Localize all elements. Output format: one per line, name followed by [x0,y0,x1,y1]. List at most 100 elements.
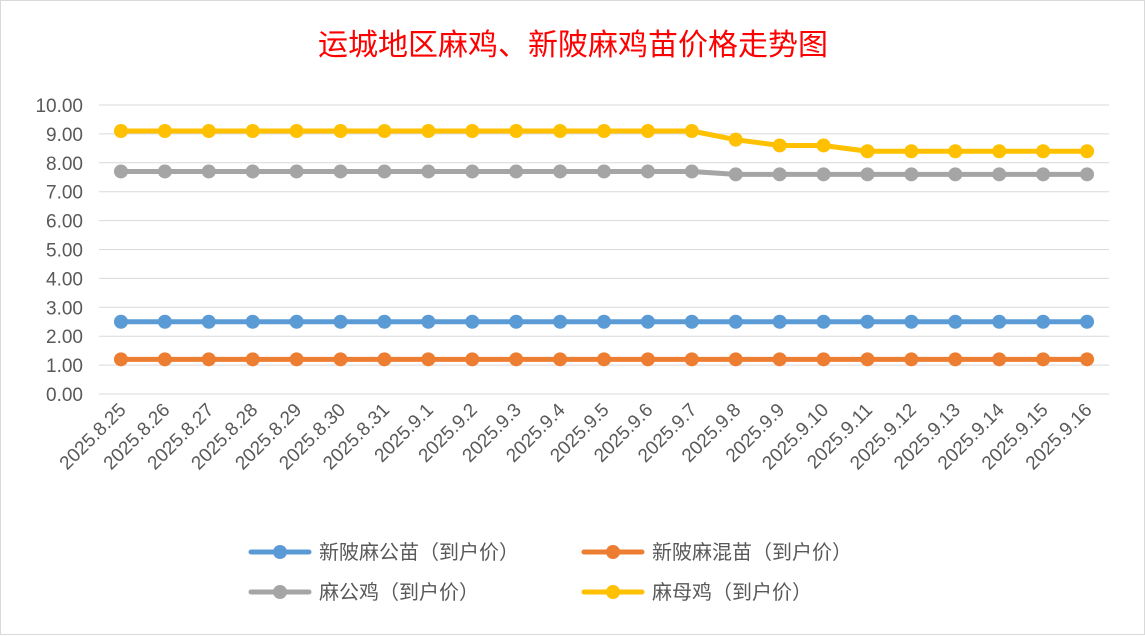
legend-marker [606,585,620,599]
data-point [597,164,611,179]
legend-item-0: 新陂麻公苗（到户价） [248,540,519,564]
data-point [684,164,699,179]
data-point [860,314,875,329]
data-point [1080,352,1095,367]
data-point [992,314,1007,329]
series-1 [113,352,1095,367]
data-point [948,352,963,367]
data-point [772,138,787,153]
data-point [333,164,348,179]
data-point [816,138,831,153]
data-point [1036,352,1051,367]
data-point [289,314,304,329]
data-point [860,352,875,367]
data-point [245,352,260,367]
series-0 [113,314,1095,329]
y-tick-label: 0.00 [46,385,83,406]
y-tick-label: 2.00 [46,327,83,348]
data-point [113,124,128,139]
data-point [113,352,128,367]
data-point [816,352,831,367]
data-point [377,164,392,179]
data-point [553,352,568,367]
data-point [421,124,436,139]
data-point [465,314,480,329]
legend-marker [273,545,287,559]
y-tick-label: 6.00 [46,212,83,233]
data-point [377,314,392,329]
data-point [860,144,875,159]
y-tick-label: 8.00 [46,154,83,175]
y-tick-label: 7.00 [46,183,83,204]
data-point [816,314,831,329]
data-point [377,124,392,139]
data-point [772,167,787,182]
data-point [509,124,524,139]
data-point [860,167,875,182]
data-point [904,167,919,182]
data-point [1080,167,1095,182]
data-point [992,167,1007,182]
legend-item-2: 麻公鸡（到户价） [248,580,479,604]
legend-label: 麻公鸡（到户价） [319,580,479,604]
data-point [421,164,436,179]
data-point [640,164,655,179]
y-tick-label: 5.00 [46,241,83,262]
data-point [992,144,1007,159]
data-point [728,352,743,367]
data-point [157,314,172,329]
series-2 [113,164,1095,182]
data-point [245,314,260,329]
data-point [684,124,699,139]
data-point [201,314,216,329]
data-point [157,352,172,367]
data-point [640,352,655,367]
data-point [289,124,304,139]
data-point [509,164,524,179]
data-point [333,124,348,139]
legend-item-1: 新陂麻混苗（到户价） [581,540,852,564]
data-point [640,124,655,139]
data-point [465,352,480,367]
data-point [597,352,611,367]
legend-marker [273,585,287,599]
data-point [333,314,348,329]
data-point [245,124,260,139]
data-point [553,314,568,329]
data-point [509,352,524,367]
legend-label: 麻母鸡（到户价） [652,580,812,604]
data-point [201,352,216,367]
y-tick-label: 9.00 [46,125,83,146]
data-point [1036,167,1051,182]
data-point [684,314,699,329]
data-point [772,314,787,329]
data-point [904,314,919,329]
data-point [289,164,304,179]
data-point [948,314,963,329]
legend-label: 新陂麻公苗（到户价） [319,540,519,564]
x-axis-ticks: 2025.8.252025.8.262025.8.272025.8.282025… [56,399,1097,474]
data-point [509,314,524,329]
y-tick-label: 1.00 [46,356,83,377]
legend-marker [606,545,620,559]
y-tick-label: 4.00 [46,269,83,290]
series-3 [113,124,1095,159]
data-point [728,167,743,182]
legend: 新陂麻公苗（到户价） 新陂麻混苗（到户价） 麻公鸡（到户价） 麻母鸡（到户价） [248,540,852,604]
data-point [157,164,172,179]
data-point [245,164,260,179]
data-point [904,144,919,159]
y-tick-label: 10.00 [35,96,83,117]
data-point [157,124,172,139]
y-tick-label: 3.00 [46,298,83,319]
data-point [421,314,436,329]
data-point [772,352,787,367]
data-point [421,352,436,367]
data-point [201,124,216,139]
data-point [597,314,611,329]
data-point [597,124,611,139]
data-point [640,314,655,329]
data-point [1080,314,1095,329]
legend-item-3: 麻母鸡（到户价） [581,580,812,604]
